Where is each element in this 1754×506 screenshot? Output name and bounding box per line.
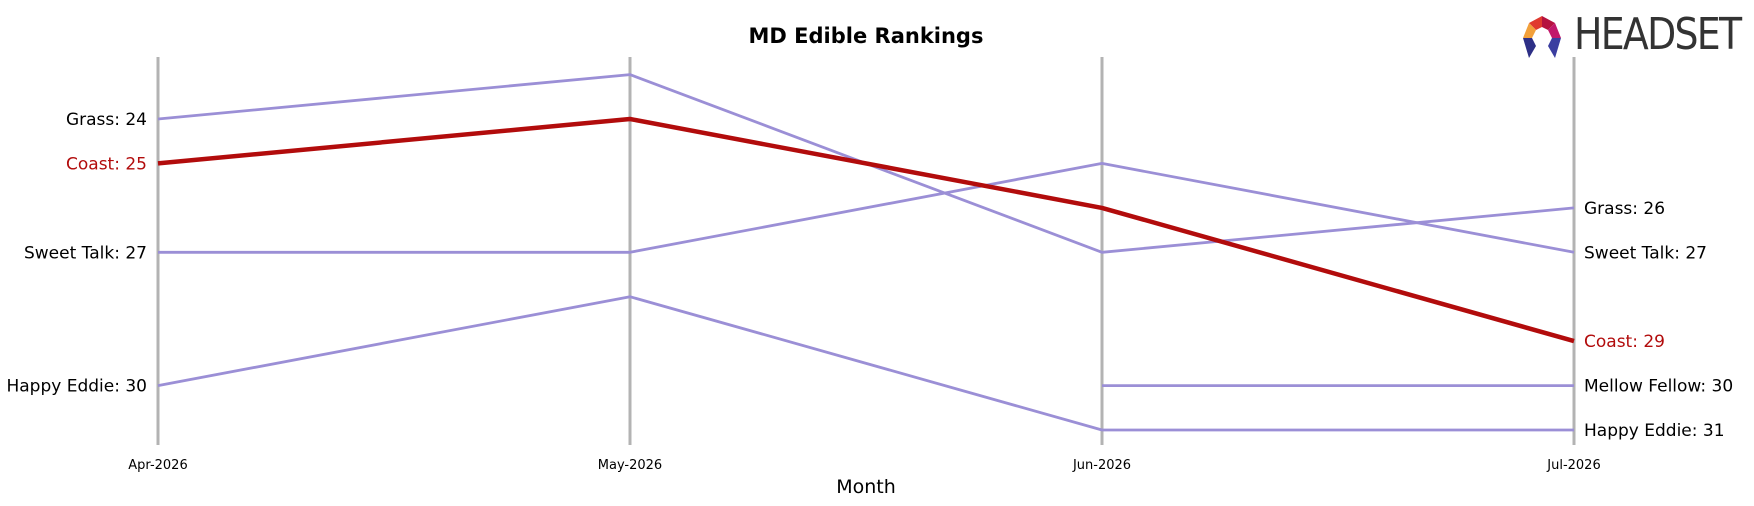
tick-label-may-2026: May-2026 xyxy=(598,458,662,473)
tick-label-apr-2026: Apr-2026 xyxy=(128,458,187,473)
right-label-coast: Coast: 29 xyxy=(1584,332,1665,352)
series-line-sweet-talk xyxy=(158,161,1575,254)
headset-logo-text: HEADSET xyxy=(1574,9,1742,60)
headset-logo: HEADSET xyxy=(1518,9,1750,62)
headset-logo-icon xyxy=(1523,16,1561,58)
chart-title: MD Edible Rankings xyxy=(749,24,984,48)
right-label-happy-eddie: Happy Eddie: 31 xyxy=(1584,421,1725,441)
right-label-mellow-fellow: Mellow Fellow: 30 xyxy=(1584,377,1733,397)
left-label-sweet-talk: Sweet Talk: 27 xyxy=(24,243,147,263)
tick-label-jul-2026: Jul-2026 xyxy=(1546,458,1600,473)
tick-label-jun-2026: Jun-2026 xyxy=(1072,458,1131,473)
left-label-coast: Coast: 25 xyxy=(66,154,147,174)
series-line-happy-eddie xyxy=(157,295,1574,432)
left-label-happy-eddie: Happy Eddie: 30 xyxy=(6,377,147,397)
x-axis-label: Month xyxy=(836,476,896,498)
left-label-grass: Grass: 24 xyxy=(66,110,147,130)
series-line-coast xyxy=(157,116,1575,344)
end-labels: Grass: 24 Coast: 25 Sweet Talk: 27 Happy Ed… xyxy=(6,110,1733,441)
right-label-grass: Grass: 26 xyxy=(1584,199,1665,219)
x-tick-labels: Apr-2026 May-2026 Jun-2026 Jul-2026 xyxy=(128,458,1600,473)
right-label-sweet-talk: Sweet Talk: 27 xyxy=(1584,243,1707,263)
series-lines xyxy=(157,73,1575,432)
